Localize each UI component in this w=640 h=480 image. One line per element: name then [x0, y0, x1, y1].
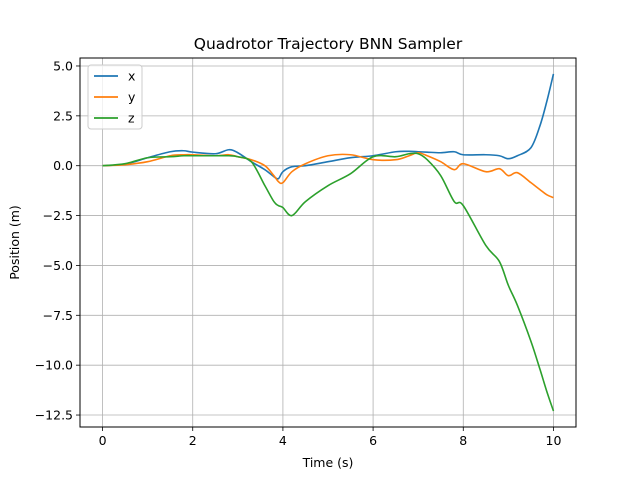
y-tick-label: −2.5 [43, 208, 73, 223]
x-tick-label: 10 [546, 433, 562, 448]
y-tick-label: 2.5 [53, 108, 73, 123]
series-line-z [102, 152, 555, 412]
y-tick-label: −10.0 [35, 358, 73, 373]
y-tick-label: 0.0 [53, 158, 73, 173]
y-tick-label: −5.0 [43, 258, 73, 273]
x-tick-label: 4 [279, 433, 287, 448]
series-line-x [102, 73, 555, 180]
legend-label-z: z [128, 111, 135, 126]
y-tick-label: 5.0 [53, 58, 73, 73]
plot-area-frame [79, 57, 577, 428]
y-axis-ticks: 5.0 2.5 0.0 −2.5 −5.0 −7.5 −10.0 −12.5 [35, 58, 80, 423]
x-axis-ticks: 0 2 4 6 8 10 [99, 427, 562, 448]
y-axis-label: Position (m) [7, 205, 22, 280]
y-tick-label: −7.5 [43, 308, 73, 323]
x-tick-label: 2 [189, 433, 197, 448]
series-layer [102, 73, 555, 412]
y-tick-label: −12.5 [35, 408, 73, 423]
x-tick-label: 0 [99, 433, 107, 448]
grid-lines [80, 58, 576, 427]
legend: xyz [87, 64, 143, 130]
x-tick-label: 6 [369, 433, 377, 448]
x-axis-label: Time (s) [302, 455, 354, 470]
chart-title: Quadrotor Trajectory BNN Sampler [194, 35, 463, 53]
legend-label-y: y [128, 90, 136, 105]
legend-label-x: x [128, 69, 135, 84]
x-tick-label: 8 [459, 433, 467, 448]
